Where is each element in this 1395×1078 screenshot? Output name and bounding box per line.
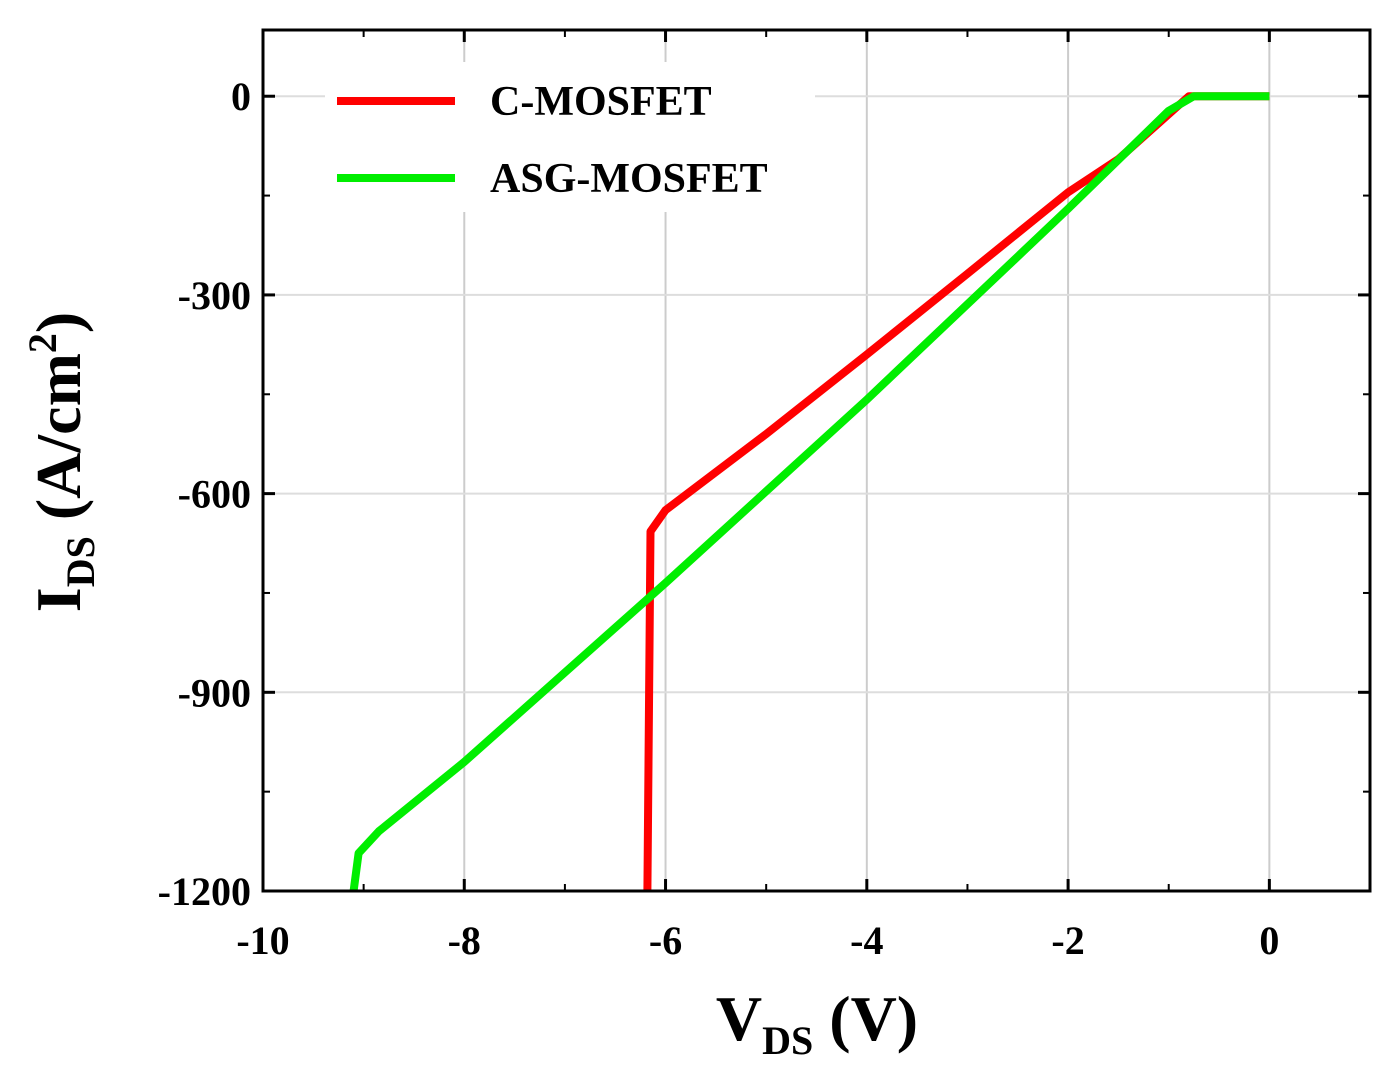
tick-labels: -10 -8 -6 -4 -2 0 0 -300 -600 -900 -1200 [158, 74, 1280, 963]
legend: C-MOSFET ASG-MOSFET [325, 62, 815, 212]
plot-frame [261, 28, 1372, 893]
y-tick-label: 0 [231, 74, 251, 119]
x-tick-label: -10 [236, 918, 289, 963]
legend-label-asg-mosfet: ASG-MOSFET [490, 156, 768, 202]
y-tick-label: -1200 [158, 869, 251, 914]
x-tick-label: -2 [1051, 918, 1084, 963]
x-tick-label: 0 [1259, 918, 1279, 963]
x-axis-title-sub: DS [762, 1018, 813, 1063]
axis-ticks [261, 30, 1370, 893]
y-axis-title-unit-close: ) [23, 312, 94, 333]
x-axis-title-main: V [716, 983, 762, 1054]
legend-label-c-mosfet: C-MOSFET [490, 79, 712, 125]
y-tick-label: -900 [178, 670, 251, 715]
y-axis-title: IDS (A/cm2) [20, 312, 103, 612]
x-axis-title-unit: (V) [813, 983, 918, 1054]
x-tick-label: -4 [850, 918, 883, 963]
y-axis-title-sub: DS [58, 536, 103, 587]
x-tick-label: -8 [448, 918, 481, 963]
y-axis-title-unit-open: (A/cm [23, 353, 94, 536]
y-tick-label: -300 [178, 273, 251, 318]
series-layer [349, 92, 1270, 892]
series-line-asg-mosfet [349, 92, 1270, 892]
y-axis-title-main: I [23, 587, 94, 612]
x-axis-title: VDS (V) [716, 983, 918, 1063]
y-axis-title-unit-sup: 2 [20, 333, 65, 353]
y-tick-label: -600 [178, 472, 251, 517]
x-tick-label: -6 [649, 918, 682, 963]
legend-background [325, 62, 815, 212]
